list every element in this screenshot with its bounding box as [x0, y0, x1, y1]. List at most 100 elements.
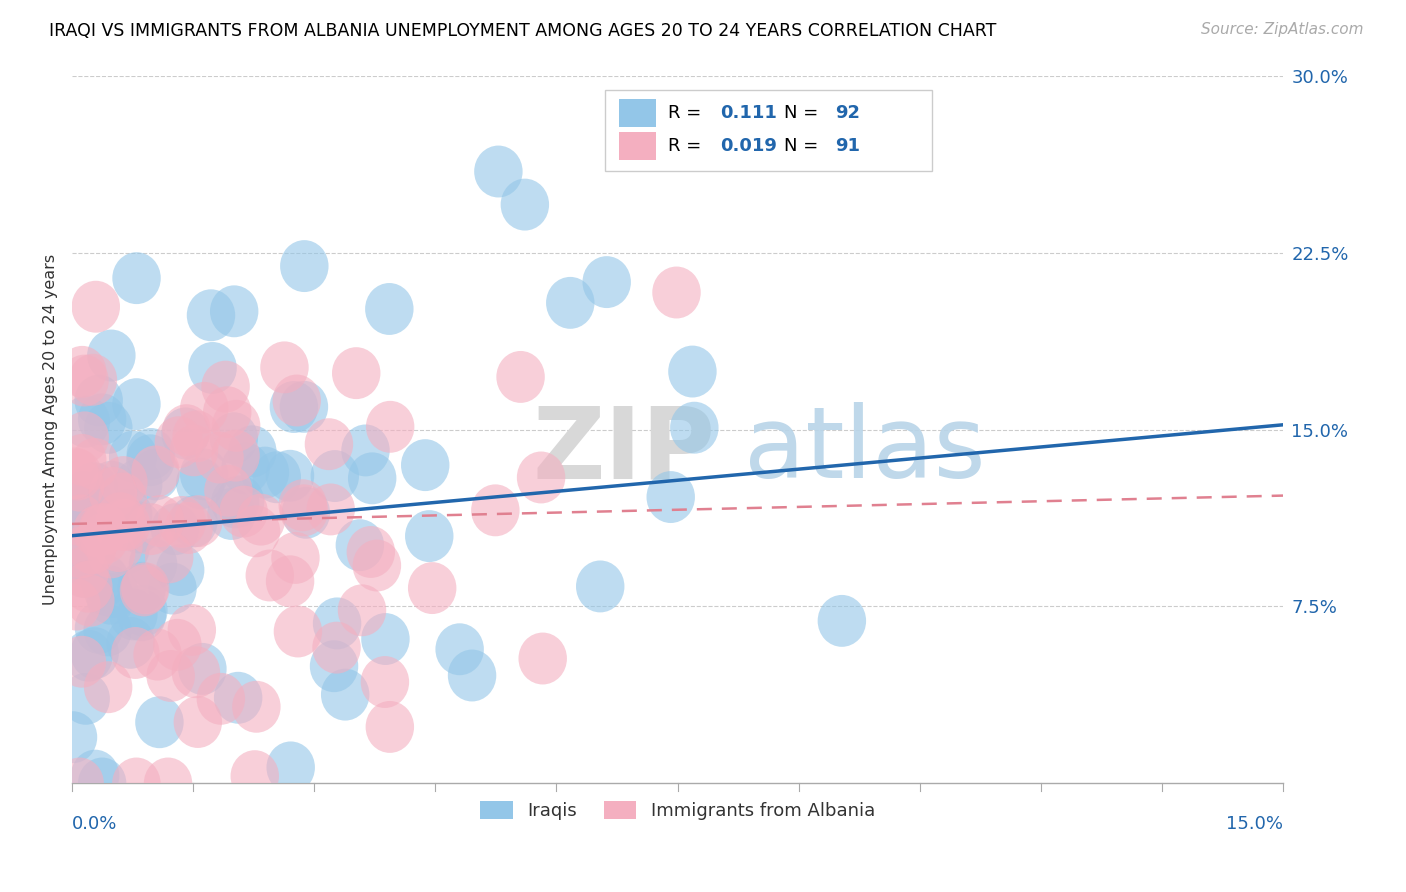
Ellipse shape	[53, 494, 103, 546]
Ellipse shape	[162, 404, 211, 456]
Ellipse shape	[271, 532, 319, 584]
Legend: Iraqis, Immigrants from Albania: Iraqis, Immigrants from Albania	[472, 794, 883, 828]
Ellipse shape	[77, 757, 127, 809]
Ellipse shape	[576, 560, 624, 613]
Ellipse shape	[231, 750, 278, 802]
Ellipse shape	[207, 488, 256, 540]
Ellipse shape	[337, 584, 387, 636]
Ellipse shape	[118, 562, 166, 614]
Ellipse shape	[58, 434, 107, 486]
Ellipse shape	[314, 598, 361, 649]
Ellipse shape	[70, 462, 118, 514]
Ellipse shape	[153, 619, 201, 671]
Ellipse shape	[120, 565, 169, 616]
Ellipse shape	[211, 430, 260, 482]
Ellipse shape	[253, 451, 301, 503]
Ellipse shape	[167, 604, 217, 656]
Ellipse shape	[204, 465, 253, 516]
Ellipse shape	[671, 401, 718, 454]
Ellipse shape	[321, 669, 370, 721]
Ellipse shape	[90, 566, 139, 618]
Ellipse shape	[240, 447, 290, 499]
Text: 15.0%: 15.0%	[1226, 815, 1284, 833]
Ellipse shape	[52, 579, 101, 631]
Text: R =: R =	[668, 137, 702, 155]
Ellipse shape	[361, 656, 409, 708]
Ellipse shape	[60, 411, 108, 463]
Ellipse shape	[201, 360, 250, 413]
Ellipse shape	[273, 375, 321, 426]
Ellipse shape	[70, 438, 120, 490]
Ellipse shape	[668, 345, 717, 398]
Ellipse shape	[173, 696, 222, 748]
Ellipse shape	[131, 449, 180, 500]
Ellipse shape	[436, 624, 484, 675]
Ellipse shape	[77, 393, 127, 445]
Ellipse shape	[180, 382, 229, 434]
Ellipse shape	[232, 681, 281, 732]
Text: N =: N =	[785, 104, 818, 122]
Ellipse shape	[214, 672, 263, 723]
Ellipse shape	[305, 418, 353, 470]
Ellipse shape	[101, 523, 149, 574]
Ellipse shape	[309, 640, 359, 692]
Ellipse shape	[169, 495, 218, 548]
Ellipse shape	[219, 485, 267, 538]
Text: 0.111: 0.111	[720, 104, 778, 122]
Ellipse shape	[65, 561, 112, 613]
Ellipse shape	[652, 267, 700, 318]
Ellipse shape	[221, 442, 270, 494]
Ellipse shape	[80, 503, 128, 556]
Ellipse shape	[228, 425, 277, 477]
Ellipse shape	[260, 342, 309, 393]
Ellipse shape	[211, 476, 260, 528]
Ellipse shape	[59, 546, 108, 598]
Ellipse shape	[267, 741, 315, 793]
Ellipse shape	[280, 381, 328, 433]
Ellipse shape	[82, 554, 129, 607]
Ellipse shape	[120, 584, 167, 637]
Text: ZIP: ZIP	[533, 402, 716, 500]
Ellipse shape	[110, 589, 157, 640]
Ellipse shape	[107, 617, 155, 669]
Ellipse shape	[173, 410, 221, 462]
FancyBboxPatch shape	[620, 132, 655, 161]
Ellipse shape	[70, 749, 120, 802]
Ellipse shape	[187, 289, 235, 342]
Ellipse shape	[58, 526, 105, 578]
Ellipse shape	[59, 472, 108, 524]
Ellipse shape	[157, 496, 207, 548]
Ellipse shape	[274, 606, 322, 657]
Ellipse shape	[361, 613, 409, 665]
Ellipse shape	[131, 445, 180, 498]
Ellipse shape	[80, 512, 128, 565]
Ellipse shape	[312, 622, 361, 673]
Ellipse shape	[266, 556, 315, 607]
Text: 92: 92	[835, 104, 860, 122]
Text: N =: N =	[785, 137, 818, 155]
Ellipse shape	[188, 342, 236, 394]
Ellipse shape	[353, 540, 401, 591]
Ellipse shape	[67, 523, 117, 574]
Ellipse shape	[60, 546, 108, 598]
Ellipse shape	[347, 526, 395, 578]
Text: atlas: atlas	[744, 402, 986, 500]
Ellipse shape	[148, 563, 197, 615]
Ellipse shape	[519, 632, 567, 684]
Ellipse shape	[174, 495, 222, 547]
Ellipse shape	[474, 145, 523, 197]
Ellipse shape	[75, 602, 124, 654]
Ellipse shape	[98, 473, 148, 524]
Ellipse shape	[401, 439, 450, 491]
Ellipse shape	[307, 483, 354, 535]
Ellipse shape	[87, 461, 136, 513]
Ellipse shape	[180, 449, 228, 500]
Ellipse shape	[55, 757, 104, 809]
Ellipse shape	[87, 526, 135, 578]
Ellipse shape	[471, 484, 520, 536]
Ellipse shape	[217, 475, 264, 527]
FancyBboxPatch shape	[620, 99, 655, 128]
Ellipse shape	[69, 354, 117, 406]
Ellipse shape	[87, 329, 135, 382]
Ellipse shape	[170, 425, 218, 476]
